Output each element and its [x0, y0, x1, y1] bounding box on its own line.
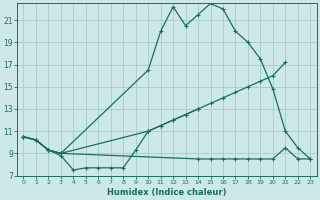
X-axis label: Humidex (Indice chaleur): Humidex (Indice chaleur) — [107, 188, 227, 197]
